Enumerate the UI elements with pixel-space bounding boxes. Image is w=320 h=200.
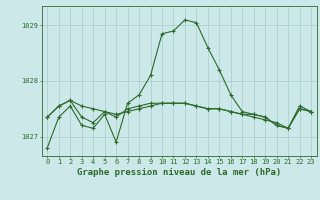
X-axis label: Graphe pression niveau de la mer (hPa): Graphe pression niveau de la mer (hPa) <box>77 168 281 177</box>
